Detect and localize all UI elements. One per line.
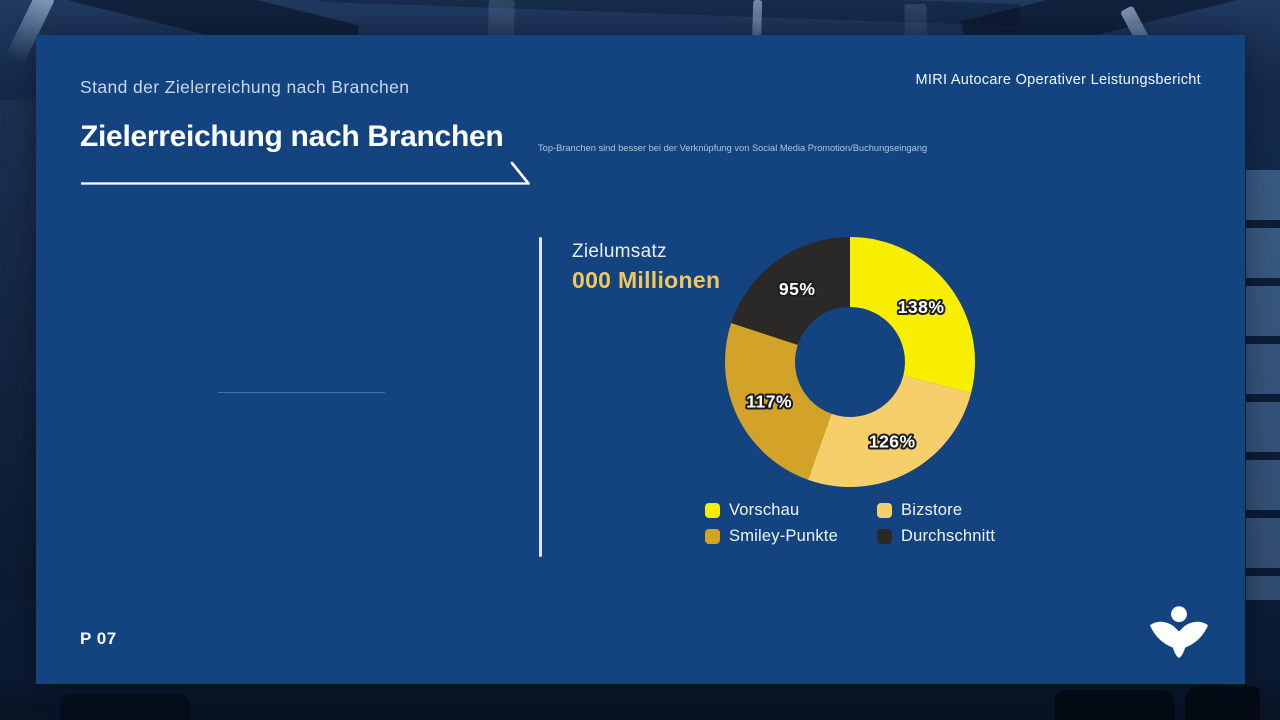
legend-label: Vorschau <box>729 501 800 519</box>
donut-chart: 138% 126% 117% 95% <box>700 212 1000 512</box>
kpi-block: Zielumsatz 000 Millionen <box>572 241 720 294</box>
donut-segment-smiley-punkte <box>725 323 832 480</box>
slice-value-label: 126% <box>869 432 916 452</box>
kpi-value: 000 Millionen <box>572 267 721 293</box>
slice-value-label: 95% <box>779 279 816 299</box>
faint-divider-line <box>218 392 385 393</box>
legend-item-smiley-punkte: Smiley-Punkte <box>705 527 863 546</box>
car-silhouette <box>1055 690 1175 720</box>
slide-canvas: Stand der Zielerreichung nach Branchen M… <box>36 35 1245 684</box>
legend-label: Smiley-Punkte <box>729 527 838 545</box>
slide-title: Zielerreichung nach Branchen <box>80 120 504 153</box>
legend-item-bizstore: Bizstore <box>877 501 995 520</box>
kpi-label: Zielumsatz <box>572 241 667 262</box>
slice-value-label: 117% <box>746 392 792 412</box>
donut-segment-vorschau <box>850 237 975 394</box>
chart-legend: Vorschau Bizstore Smiley-Punkte Durchschnit… <box>705 501 995 546</box>
page-number: P 07 <box>80 629 117 648</box>
background-wall <box>0 100 36 600</box>
legend-item-durchschnitt: Durchschnitt <box>877 527 995 546</box>
legend-swatch <box>877 503 892 518</box>
slide-eyebrow: Stand der Zielerreichung nach Branchen <box>80 77 410 97</box>
legend-swatch <box>877 529 892 544</box>
car-silhouette <box>60 694 190 720</box>
title-underline <box>81 161 530 185</box>
legend-swatch <box>705 529 720 544</box>
raised-arms-figure-logo <box>1150 606 1208 658</box>
legend-label: Durchschnitt <box>901 527 996 545</box>
legend-swatch <box>705 503 720 518</box>
legend-item-vorschau: Vorschau <box>705 501 863 520</box>
legend-label: Bizstore <box>901 501 963 519</box>
report-title: MIRI Autocare Operativer Leistungsberich… <box>915 72 1201 88</box>
slice-value-label: 138% <box>898 297 945 317</box>
car-silhouette <box>1185 686 1260 720</box>
donut-segment-bizstore <box>807 375 972 487</box>
section-divider <box>539 237 542 557</box>
donut-segment-durchschnitt <box>731 237 850 345</box>
background-windows <box>1242 170 1280 600</box>
slide-note: Top-Branchen sind besser bei der Verknüp… <box>538 143 928 153</box>
